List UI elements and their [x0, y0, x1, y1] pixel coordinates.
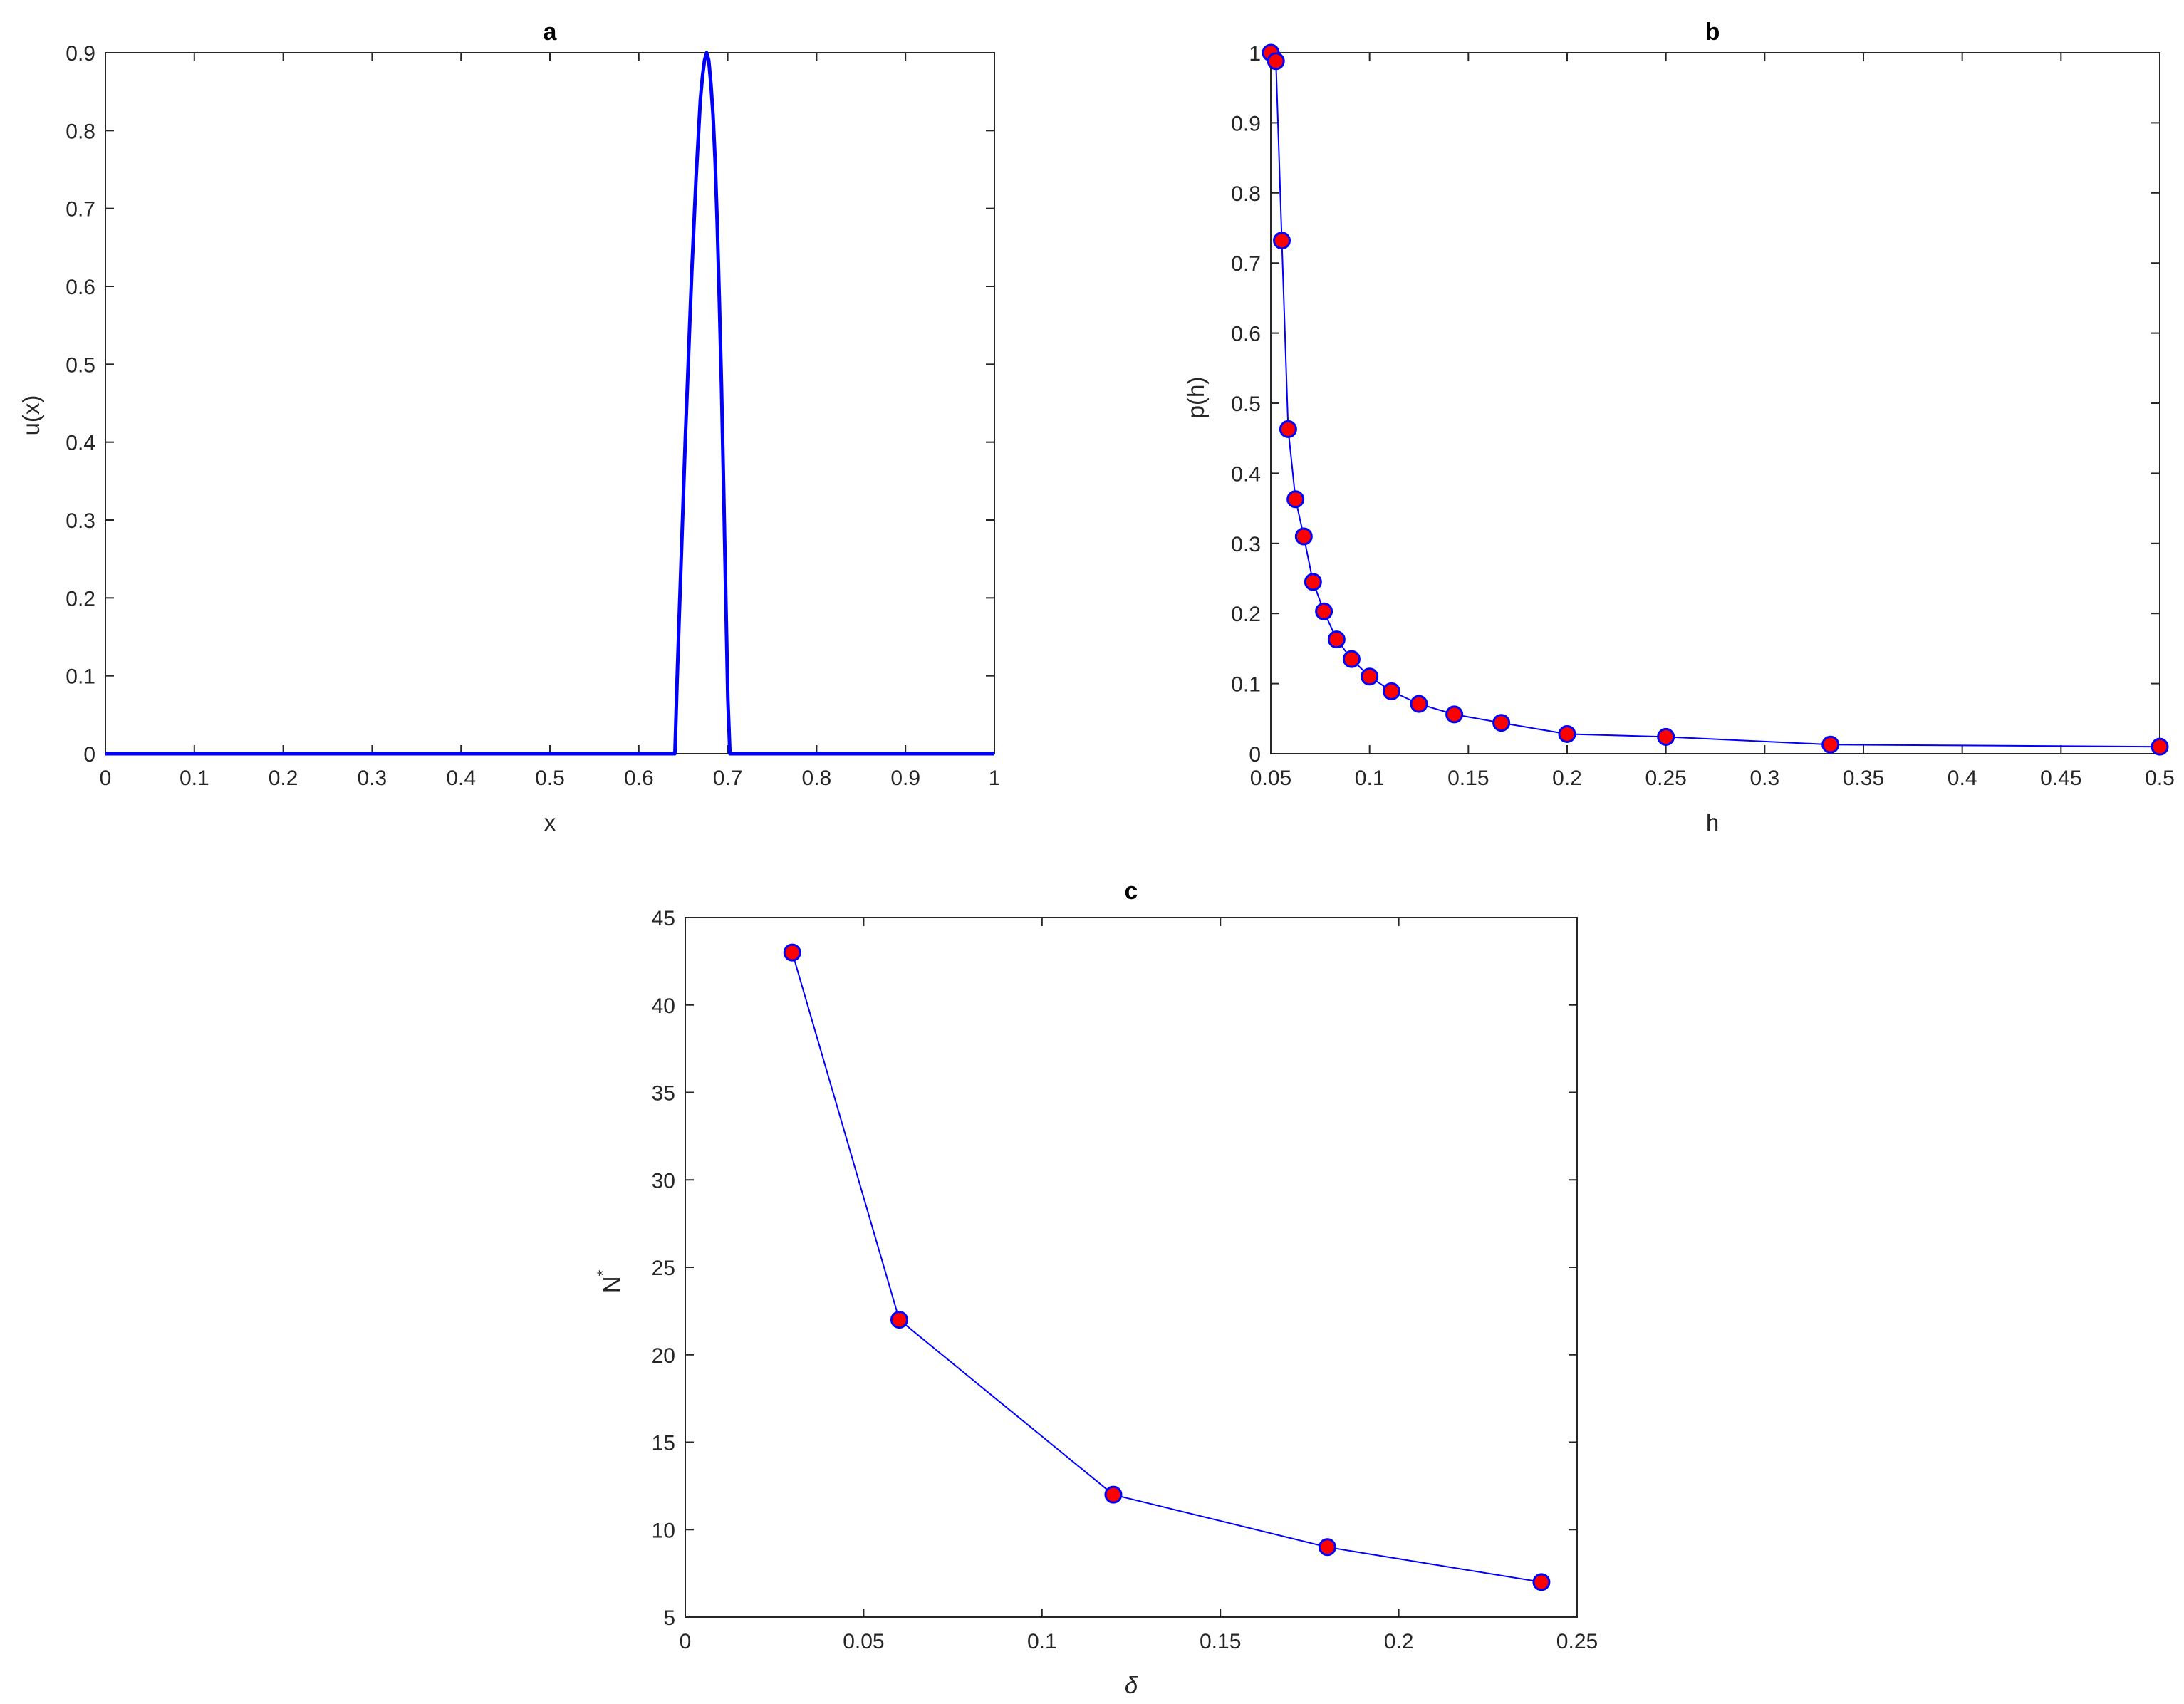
panel-c-data-point — [783, 943, 801, 962]
panel-a-x-tick-label: 0.1 — [180, 767, 209, 790]
panel-c-x-tick-label: 0 — [680, 1630, 692, 1653]
panel-a-x-tick-label: 0.7 — [713, 767, 743, 790]
panel-a-x-tick-label: 0.5 — [535, 767, 565, 790]
panel-b-y-tick-label: 0.4 — [1231, 462, 1261, 486]
panel-b-y-tick-label: 0.7 — [1231, 252, 1261, 276]
panel-c-y-axis-label: N* — [594, 1269, 625, 1293]
panel-c-y-tick-label: 10 — [652, 1519, 675, 1542]
panel-a-y-tick-label: 0 — [83, 743, 95, 767]
panel-b-y-tick-label: 0 — [1249, 743, 1261, 767]
panel-b-y-tick-label: 0.9 — [1231, 112, 1261, 135]
panel-b-title: b — [1705, 19, 1720, 46]
panel-c-y-axis-label-group: N* — [594, 1269, 625, 1293]
panel-c-data-point — [890, 1311, 908, 1329]
panel-b-data-point — [1657, 727, 1675, 746]
panel-c-y-tick-label: 20 — [652, 1344, 675, 1368]
panel-c-x-tick-label: 0.1 — [1027, 1630, 1057, 1653]
panel-a-y-tick-label: 0.4 — [66, 432, 95, 455]
panel-b-data-point — [1327, 630, 1346, 649]
panel-b-chart: b h p(h) 0.05 0.1 0.15 0.2 0.25 0.3 0.35 0.4 0.4… — [1182, 19, 2175, 836]
panel-c-x-axis-label: δ — [1125, 1672, 1138, 1698]
panel-b-x-tick-label: 0.35 — [1843, 767, 1884, 790]
panel-c-data-point — [1318, 1538, 1336, 1557]
panel-c-y-axis-label-main: N — [598, 1276, 625, 1293]
panel-b-data-point — [1492, 714, 1511, 732]
panel-c-x-tick-label: 0.2 — [1384, 1630, 1414, 1653]
panel-b-data-point — [1342, 650, 1361, 668]
panel-b-x-tick-label: 0.45 — [2040, 767, 2081, 790]
panel-c-y-tick-label: 25 — [652, 1257, 675, 1280]
panel-c-y-tick-label: 35 — [652, 1082, 675, 1106]
panel-a-x-tick-label: 0 — [100, 767, 112, 790]
panel-b-x-tick-label: 0.4 — [1948, 767, 1977, 790]
panel-a-y-tick-label: 0.8 — [66, 120, 95, 143]
panel-a-x-tick-label: 0.9 — [890, 767, 920, 790]
panel-b-data-point — [1382, 682, 1400, 700]
panel-b-data-point — [2151, 737, 2169, 756]
panel-a-title: a — [544, 19, 558, 46]
panel-b-data-point — [1821, 735, 1840, 754]
panel-a-x-axis-label: x — [544, 809, 556, 836]
panel-b-data-point — [1445, 705, 1464, 724]
panel-a-y-tick-label: 0.6 — [66, 276, 95, 299]
panel-c-y-tick-label: 40 — [652, 994, 675, 1018]
panel-a-x-tick-label: 0.8 — [802, 767, 832, 790]
panel-c-title: c — [1125, 878, 1138, 905]
panel-a-y-tick-label: 0.9 — [66, 42, 95, 66]
panel-b-x-tick-label: 0.15 — [1447, 767, 1489, 790]
panel-c-data-point — [1532, 1573, 1551, 1591]
panel-b-y-tick-label: 0.6 — [1231, 323, 1261, 346]
panel-b-y-axis-label: p(h) — [1182, 377, 1209, 419]
panel-c-y-tick-label: 5 — [663, 1606, 675, 1630]
panel-b-data-point — [1273, 232, 1291, 250]
panel-b-y-tick-label: 0.8 — [1231, 182, 1261, 206]
panel-a-y-tick-label: 0.1 — [66, 665, 95, 689]
panel-a-y-tick-label: 0.5 — [66, 353, 95, 377]
panel-c-y-tick-label: 15 — [652, 1432, 675, 1455]
panel-c-chart: c δ N* 0 0.05 0.1 0.15 0.2 0.25 5 10 15 20 25 30 35 4… — [594, 878, 1598, 1698]
panel-a-x-tick-label: 0.4 — [446, 767, 476, 790]
panel-b-x-tick-label: 0.5 — [2145, 767, 2175, 790]
panel-b-data-point — [1304, 573, 1322, 591]
panel-a-x-tick-label: 0.3 — [358, 767, 388, 790]
panel-c-data-point — [1104, 1485, 1123, 1504]
panel-c-y-tick-label: 30 — [652, 1169, 675, 1193]
panel-b-data-point — [1279, 420, 1297, 438]
panel-c-x-tick-label: 0.15 — [1200, 1630, 1241, 1653]
panel-b-y-tick-label: 0.1 — [1231, 673, 1261, 697]
panel-a-x-tick-label: 1 — [989, 767, 1001, 790]
panel-b-y-tick-label: 0.3 — [1231, 533, 1261, 556]
panel-b-x-tick-label: 0.1 — [1355, 767, 1385, 790]
panel-c-y-tick-label: 45 — [652, 907, 675, 930]
panel-b-x-tick-label: 0.3 — [1749, 767, 1779, 790]
panel-a-y-tick-label: 0.3 — [66, 509, 95, 533]
panel-b-data-point — [1558, 724, 1576, 743]
panel-b-x-tick-label: 0.25 — [1645, 767, 1686, 790]
panel-c-x-tick-label: 0.05 — [843, 1630, 884, 1653]
panel-a-y-tick-label: 0.7 — [66, 198, 95, 222]
panel-a-x-tick-label: 0.2 — [269, 767, 298, 790]
panel-a-series-line — [105, 51, 994, 756]
panel-a-y-axis-label: u(x) — [18, 395, 44, 436]
panel-a-chart: a x u(x) 0 0.1 0.2 0.3 0.4 0.5 0.6 0.7 0.8 0.9 1 0 0… — [18, 19, 1000, 836]
panel-b-data-point — [1361, 667, 1379, 686]
panel-b-data-point — [1286, 490, 1305, 509]
panel-a-y-tick-label: 0.2 — [66, 587, 95, 611]
panel-b-data-point — [1410, 695, 1428, 713]
panel-b-y-tick-label: 0.5 — [1231, 393, 1261, 416]
panel-b-y-tick-label: 1 — [1249, 42, 1261, 66]
panel-c-y-axis-label-superscript: * — [594, 1269, 612, 1276]
panel-b-data-point — [1315, 602, 1333, 620]
panel-b-x-tick-label: 0.05 — [1250, 767, 1291, 790]
panel-c-x-tick-label: 0.25 — [1556, 1630, 1598, 1653]
panel-b-data-point — [1267, 52, 1285, 71]
panel-a-x-tick-label: 0.6 — [624, 767, 654, 790]
panel-b-x-axis-label: h — [1706, 809, 1719, 836]
panel-b-x-tick-label: 0.2 — [1552, 767, 1582, 790]
panel-b-data-point — [1294, 527, 1313, 546]
panel-b-y-tick-label: 0.2 — [1231, 603, 1261, 626]
